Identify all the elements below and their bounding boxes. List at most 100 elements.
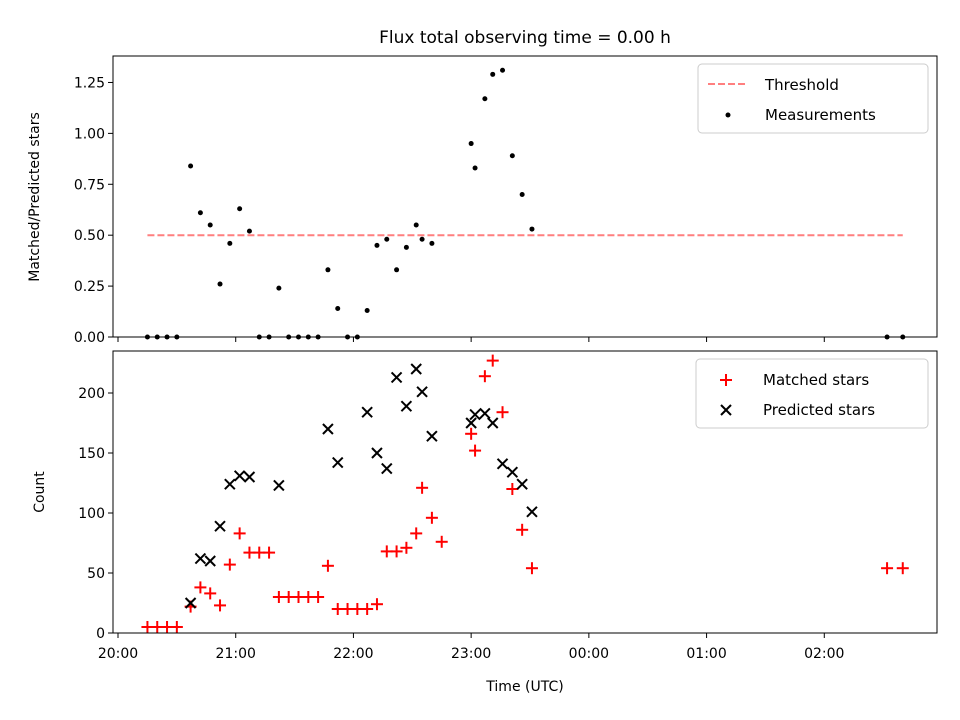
bottom-axis-ticks: 0 50 100 150 200 20:00 21:00 22:00 23:00 00:00 01:… [78, 386, 844, 662]
matched-star-point [478, 370, 491, 383]
predicted-star-point [496, 458, 509, 470]
predicted-star-point [390, 371, 403, 384]
measurement-point [482, 96, 488, 102]
x-tick-label: 20:00 [98, 646, 138, 662]
measurement-point [246, 228, 252, 234]
matched-star-point [425, 511, 438, 524]
top-axis-ticks: 0.00 0.25 0.50 0.75 1.00 1.25 [74, 75, 825, 346]
predicted-star-point [526, 506, 538, 518]
matched-star-point [361, 603, 374, 615]
matched-star-point [223, 558, 236, 571]
bottom-panel: 0 50 100 150 200 20:00 21:00 22:00 23:00 00:00 01:… [32, 350, 938, 695]
matched-star-point [312, 591, 325, 603]
matched-star-point [214, 599, 227, 612]
top-legend-box [697, 63, 929, 134]
bottom-legend: Matched stars Predicted stars [695, 358, 929, 429]
measurement-point [188, 163, 194, 169]
matched-star-point [435, 535, 448, 548]
predicted-star-point [426, 430, 438, 442]
top-y-axis-label: Matched/Predicted stars [27, 112, 43, 282]
x-tick-label: 01:00 [686, 646, 726, 662]
y-tick-label: 200 [78, 386, 105, 402]
top-panel: 0.00 0.25 0.50 0.75 1.00 1.25 Matched/Predict… [27, 55, 938, 346]
predicted-legend-swatch [720, 404, 732, 416]
y-tick-label: 1.25 [74, 75, 105, 91]
y-tick-label: 0 [96, 626, 105, 642]
x-tick-label: 23:00 [451, 646, 491, 662]
measurement-point [519, 191, 525, 197]
y-tick-label: 100 [78, 506, 105, 522]
predicted-star-point [361, 406, 373, 418]
measurement-point [429, 240, 435, 246]
measurements-legend-label: Measurements [765, 106, 876, 124]
matched-star-point [496, 406, 509, 419]
bottom-plot-frame [112, 350, 938, 634]
x-tick-label: 22:00 [333, 646, 373, 662]
measurement-point [413, 222, 419, 228]
matched-legend-swatch [720, 374, 732, 386]
measurement-point [207, 222, 213, 228]
predicted-star-point [322, 423, 334, 435]
matched-star-point [506, 483, 519, 495]
matched-star-point [400, 541, 413, 554]
predicted-star-point [416, 386, 428, 398]
measurement-point [227, 240, 233, 246]
measurement-point [472, 165, 478, 171]
matched-star-point [370, 598, 383, 611]
x-tick-label: 21:00 [216, 646, 256, 662]
matched-star-point [390, 545, 403, 558]
measurement-point [419, 236, 425, 242]
measurement-point [490, 71, 496, 77]
bottom-marks [141, 354, 909, 633]
y-tick-label: 0.00 [74, 330, 105, 346]
predicted-star-point [184, 597, 197, 609]
predicted-star-point [273, 479, 285, 492]
predicted-star-point [243, 471, 256, 483]
predicted-star-point [400, 400, 413, 412]
predicted-star-point [469, 408, 481, 421]
bottom-y-axis-label: Count [32, 471, 48, 513]
predicted-star-point [194, 552, 207, 565]
matched-star-point [896, 562, 909, 575]
x-tick-label: 02:00 [804, 646, 844, 662]
x-axis-label: Time (UTC) [485, 679, 563, 695]
predicted-star-point [465, 417, 477, 429]
y-tick-label: 50 [87, 566, 105, 582]
top-legend: Threshold Measurements [697, 63, 929, 134]
matched-star-point [465, 427, 478, 440]
measurement-point [197, 210, 203, 216]
matched-star-point [321, 559, 334, 572]
measurement-point [468, 141, 474, 147]
predicted-star-point [410, 363, 422, 375]
measurement-point [374, 242, 380, 248]
matched-star-point [525, 562, 538, 575]
matched-star-point [204, 587, 217, 600]
measurement-point [529, 226, 535, 232]
matched-star-point [881, 562, 894, 575]
measurement-point [394, 267, 400, 273]
threshold-legend-label: Threshold [764, 76, 839, 94]
x-tick-label: 00:00 [569, 646, 609, 662]
matched-star-point [416, 481, 429, 494]
matched-star-point [263, 546, 276, 559]
predicted-star-point [487, 417, 499, 429]
matched-star-point [486, 354, 499, 367]
y-tick-label: 0.75 [74, 177, 105, 193]
matched-star-point [469, 444, 482, 457]
y-tick-label: 0.25 [74, 279, 105, 295]
measurement-point [276, 285, 282, 291]
predicted-star-point [204, 555, 216, 567]
measurement-point [403, 244, 409, 250]
predicted-star-point [214, 520, 226, 532]
predicted-star-point [516, 478, 528, 490]
predicted-star-point [332, 456, 344, 469]
predicted-star-point [506, 466, 519, 478]
predicted-star-point [381, 462, 393, 475]
y-tick-label: 1.00 [74, 126, 105, 142]
bottom-legend-box [695, 358, 929, 429]
matched-legend-label: Matched stars [763, 371, 869, 389]
matched-star-point [516, 523, 529, 536]
predicted-star-point [479, 407, 491, 420]
top-plot-frame [112, 55, 938, 338]
